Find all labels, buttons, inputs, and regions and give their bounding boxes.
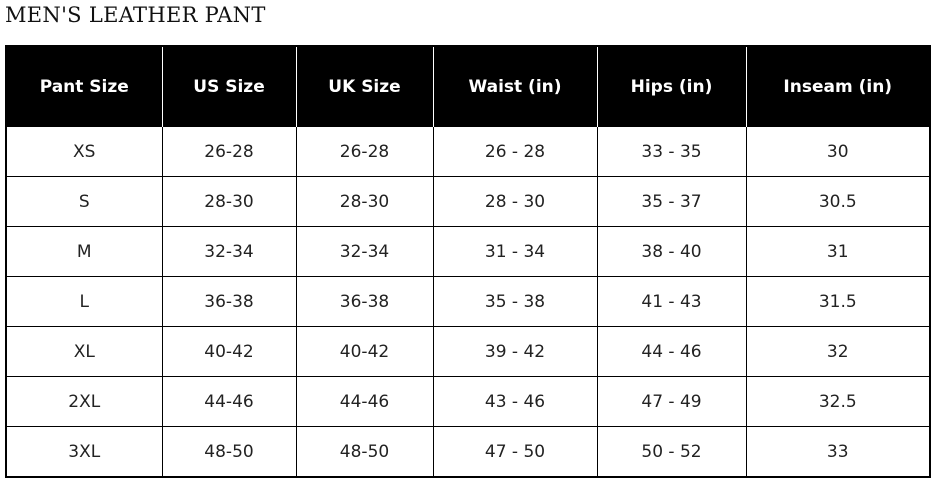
table-cell: 30.5 <box>745 176 931 227</box>
table-cell: 28 - 30 <box>432 176 598 227</box>
table-cell: 26-28 <box>295 126 434 177</box>
table-cell: 28-30 <box>295 176 434 227</box>
table-cell: 36-38 <box>161 276 297 327</box>
table-cell: S <box>5 176 163 227</box>
table-cell: 35 - 37 <box>596 176 747 227</box>
table-cell: 48-50 <box>295 426 434 478</box>
header-row: Pant Size US Size UK Size Waist (in) Hips (i… <box>5 46 931 127</box>
table-row: M 32-34 32-34 31 - 34 38 - 40 31 <box>5 226 931 277</box>
table-cell: 50 - 52 <box>596 426 747 478</box>
table-row: XL 40-42 40-42 39 - 42 44 - 46 32 <box>5 326 931 377</box>
column-header: Pant Size <box>5 46 163 127</box>
table-row: 2XL 44-46 44-46 43 - 46 47 - 49 32.5 <box>5 376 931 427</box>
table-cell: 47 - 50 <box>432 426 598 478</box>
table-cell: 47 - 49 <box>596 376 747 427</box>
table-cell: 40-42 <box>161 326 297 377</box>
table-cell: 41 - 43 <box>596 276 747 327</box>
table-cell: 2XL <box>5 376 163 427</box>
table-cell: 32 <box>745 326 931 377</box>
table-cell: XS <box>5 126 163 177</box>
size-chart-table: Pant Size US Size UK Size Waist (in) Hips (i… <box>5 45 931 478</box>
table-row: S 28-30 28-30 28 - 30 35 - 37 30.5 <box>5 176 931 227</box>
table-cell: 38 - 40 <box>596 226 747 277</box>
table-row: L 36-38 36-38 35 - 38 41 - 43 31.5 <box>5 276 931 327</box>
table-cell: 44-46 <box>161 376 297 427</box>
page-title: MEN'S LEATHER PANT <box>5 3 266 27</box>
table-cell: 31 - 34 <box>432 226 598 277</box>
table-cell: 44-46 <box>295 376 434 427</box>
table-row: XS 26-28 26-28 26 - 28 33 - 35 30 <box>5 126 931 177</box>
table-cell: 28-30 <box>161 176 297 227</box>
table-cell: 3XL <box>5 426 163 478</box>
table-cell: 31.5 <box>745 276 931 327</box>
table-cell: 26 - 28 <box>432 126 598 177</box>
table-cell: 26-28 <box>161 126 297 177</box>
table-cell: 30 <box>745 126 931 177</box>
column-header: UK Size <box>295 46 434 127</box>
column-header: Inseam (in) <box>745 46 931 127</box>
table-cell: 33 <box>745 426 931 478</box>
column-header: Hips (in) <box>596 46 747 127</box>
table-cell: M <box>5 226 163 277</box>
table-cell: 33 - 35 <box>596 126 747 177</box>
table-cell: 32-34 <box>295 226 434 277</box>
table-cell: 43 - 46 <box>432 376 598 427</box>
table-cell: 44 - 46 <box>596 326 747 377</box>
table-cell: 32-34 <box>161 226 297 277</box>
table-cell: 31 <box>745 226 931 277</box>
table-cell: 35 - 38 <box>432 276 598 327</box>
column-header: Waist (in) <box>432 46 598 127</box>
table-cell: 36-38 <box>295 276 434 327</box>
table-cell: 32.5 <box>745 376 931 427</box>
table-cell: XL <box>5 326 163 377</box>
table-cell: 48-50 <box>161 426 297 478</box>
table-cell: 39 - 42 <box>432 326 598 377</box>
table-row: 3XL 48-50 48-50 47 - 50 50 - 52 33 <box>5 426 931 478</box>
table-cell: L <box>5 276 163 327</box>
column-header: US Size <box>161 46 297 127</box>
table-cell: 40-42 <box>295 326 434 377</box>
